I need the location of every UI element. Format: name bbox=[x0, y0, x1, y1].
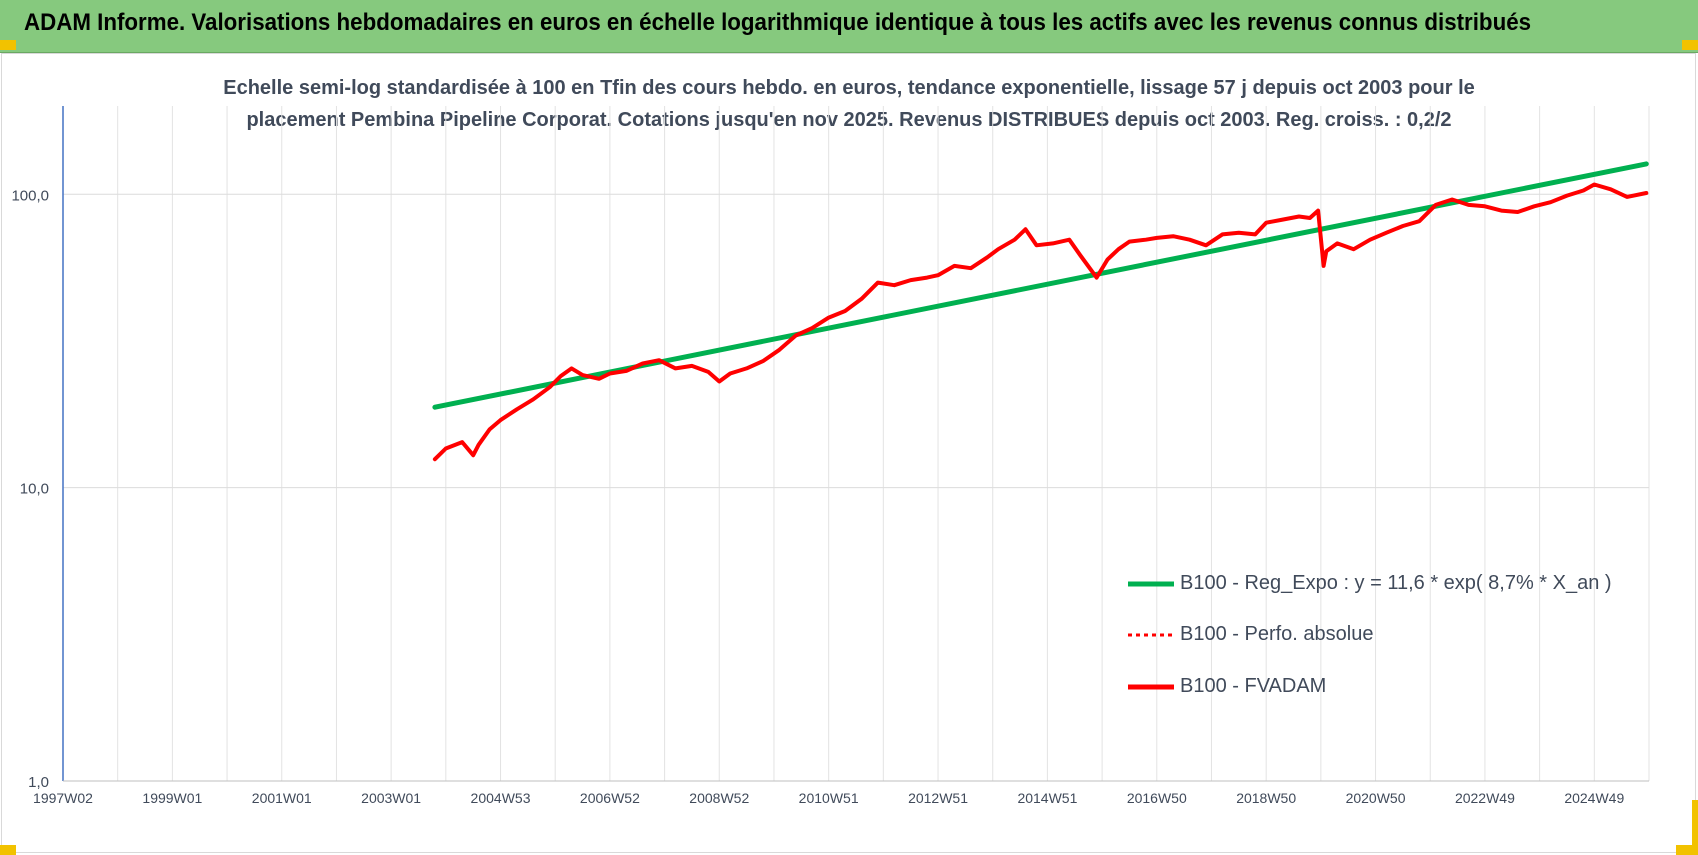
page-title: ADAM Informe. Valorisations hebdomadaire… bbox=[24, 9, 1532, 36]
x-tick-label: 1999W01 bbox=[142, 790, 202, 806]
x-tick-label: 2020W50 bbox=[1346, 790, 1406, 806]
x-tick-label: 2024W49 bbox=[1564, 790, 1624, 806]
x-tick-label: 2003W01 bbox=[361, 790, 421, 806]
corner-marker-top-right bbox=[1682, 40, 1698, 50]
x-tick-label: 2016W50 bbox=[1127, 790, 1187, 806]
x-tick-label: 2004W53 bbox=[471, 790, 531, 806]
legend-label-performance: B100 - Perfo. absolue bbox=[1180, 623, 1374, 645]
x-tick-label: 1997W02 bbox=[33, 790, 93, 806]
x-tick-label: 2006W52 bbox=[580, 790, 640, 806]
x-tick-label: 2012W51 bbox=[908, 790, 968, 806]
legend-layer bbox=[1128, 581, 1174, 690]
y-tick-label: 10,0 bbox=[20, 481, 49, 498]
corner-marker-bottom-right-tab bbox=[1676, 845, 1698, 855]
chart-title-line-2: placement Pembina Pipeline Corporat. Cot… bbox=[246, 109, 1452, 131]
x-tick-label: 2022W49 bbox=[1455, 790, 1515, 806]
legend-label-regression: B100 - Reg_Expo : y = 11,6 * exp( 8,7% *… bbox=[1180, 572, 1612, 594]
x-tick-label: 2010W51 bbox=[799, 790, 859, 806]
y-tick-label: 100,0 bbox=[11, 187, 49, 204]
chart-title-line-1: Echelle semi-log standardisée à 100 en T… bbox=[223, 77, 1475, 99]
corner-marker-top-left bbox=[0, 40, 16, 50]
corner-marker-bottom-left bbox=[0, 845, 16, 855]
x-tick-label: 2018W50 bbox=[1236, 790, 1296, 806]
grid-layer bbox=[62, 106, 1650, 782]
series-layer bbox=[432, 161, 1649, 462]
corner-marker-bottom-right bbox=[1692, 800, 1698, 855]
y-tick-label: 1,0 bbox=[28, 774, 49, 791]
legend-label-fvadam: B100 - FVADAM bbox=[1180, 675, 1327, 697]
x-tick-label: 2014W51 bbox=[1017, 790, 1077, 806]
x-tick-label: 2001W01 bbox=[252, 790, 312, 806]
header-banner: ADAM Informe. Valorisations hebdomadaire… bbox=[0, 0, 1698, 53]
chart-frame bbox=[1, 53, 1696, 853]
series-fvadam-line bbox=[432, 182, 1649, 462]
axis-layer: 1,0 10,0 100,0 1997W02 1999W01 2001W01 2003W01… bbox=[11, 106, 1649, 806]
x-tick-label: 2008W52 bbox=[689, 790, 749, 806]
